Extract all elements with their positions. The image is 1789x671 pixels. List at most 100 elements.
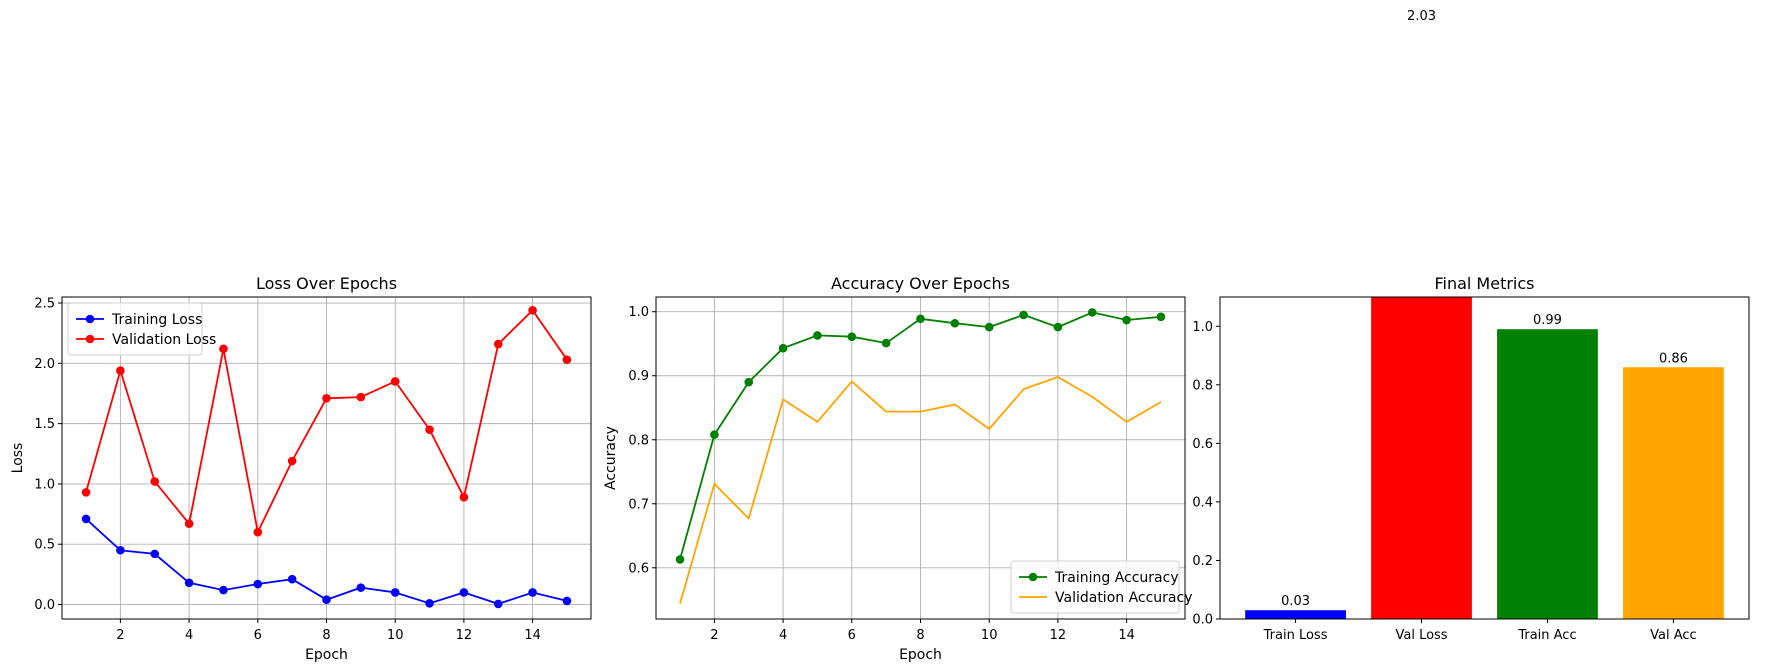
training-loss-point (425, 599, 434, 608)
val-loss-tick-label: Val Loss (1395, 628, 1447, 643)
validation-loss-point (287, 456, 297, 466)
training-loss-point (493, 599, 503, 609)
final-metrics-y-tick-label: 0.6 (1192, 437, 1213, 452)
validation-loss-point (425, 425, 434, 434)
accuracy-x-axis-label: Epoch (899, 647, 942, 663)
validation-loss-point (390, 377, 400, 386)
accuracy-y-tick-label: 0.6 (628, 561, 649, 576)
training-loss-point (150, 549, 160, 559)
accuracy-x-tick-label: 12 (1050, 628, 1067, 643)
validation-loss-point (116, 366, 125, 375)
validation-loss-point (253, 527, 263, 537)
validation-loss-point (356, 392, 366, 402)
loss-x-tick-label: 10 (387, 628, 404, 643)
validation-loss-point (459, 492, 469, 502)
accuracy-x-tick-label: 8 (916, 628, 924, 643)
val-acc-bar (1623, 367, 1724, 619)
accuracy-x-tick-label: 14 (1118, 628, 1135, 643)
accuracy-y-axis-label: Accuracy (603, 426, 619, 490)
train-acc-value-label: 0.99 (1533, 313, 1562, 328)
loss-x-tick-label: 14 (524, 628, 541, 643)
final-metrics-chart-title: Final Metrics (1434, 274, 1534, 293)
validation-loss-point (81, 488, 91, 497)
training-accuracy-point (675, 555, 685, 564)
training-accuracy-point (1053, 322, 1063, 332)
train-acc-tick-label: Train Acc (1517, 628, 1576, 643)
final-metrics-plot-frame (1219, 296, 1750, 620)
accuracy-series (675, 308, 1166, 604)
val-acc-value-label: 0.86 (1659, 351, 1688, 366)
loss-x-ticks: 2 4 6 8 10 12 14 (116, 619, 541, 643)
training-accuracy-point (778, 343, 788, 353)
loss-x-tick-label: 6 (254, 628, 262, 643)
accuracy-x-tick-label: 4 (779, 628, 787, 643)
accuracy-y-tick-label: 0.9 (628, 369, 649, 384)
val-loss-value-label: 2.03 (1407, 9, 1436, 24)
training-loss-point (81, 514, 91, 524)
training-loss-point (116, 545, 125, 555)
validation-loss-legend-label: Validation Loss (112, 332, 216, 348)
loss-x-tick-label: 2 (116, 628, 124, 643)
validation-loss-legend-marker (85, 334, 95, 344)
training-loss-point (390, 588, 400, 597)
final-metrics-bar-labels: 0.03 2.03 0.99 0.86 (1281, 9, 1688, 609)
accuracy-legend-box (1010, 560, 1180, 614)
loss-series (81, 305, 572, 609)
validation-loss-point (493, 339, 503, 349)
validation-loss-point (150, 477, 160, 486)
final-metrics-y-tick-label: 0.0 (1192, 613, 1213, 628)
training-loss-point (528, 588, 537, 597)
training-accuracy-legend-marker (1028, 572, 1038, 582)
training-accuracy-point (847, 332, 857, 341)
accuracy-chart: 2 4 6 8 10 12 14 0.6 0.7 0.8 0.9 1.0 Accuracy Over… (603, 274, 1193, 663)
training-accuracy-point (813, 331, 822, 340)
loss-y-ticks: 0.0 0.5 1.0 1.5 2.0 2.5 (34, 297, 62, 613)
loss-grid (62, 297, 591, 619)
validation-accuracy-line (679, 376, 1162, 604)
accuracy-legend: Training Accuracy Validation Accuracy (1010, 560, 1193, 614)
training-loss-point (322, 595, 331, 605)
training-accuracy-point (950, 318, 960, 328)
train-loss-bar (1245, 610, 1346, 619)
training-loss-legend-marker (85, 314, 95, 324)
loss-chart: 2 4 6 8 10 12 14 0.0 0.5 1.0 1.5 2.0 2.5 Loss Over … (10, 274, 592, 663)
training-loss-point (219, 585, 228, 595)
train-loss-tick-label: Train Loss (1263, 628, 1328, 643)
training-accuracy-point (881, 338, 891, 348)
train-acc-bar (1497, 329, 1598, 619)
val-acc-tick-label: Val Acc (1650, 628, 1697, 643)
training-loss-legend-label: Training Loss (111, 312, 202, 328)
loss-x-tick-label: 4 (185, 628, 193, 643)
accuracy-x-tick-label: 10 (981, 628, 998, 643)
final-metrics-y-tick-label: 0.8 (1192, 378, 1213, 393)
loss-legend-box (67, 302, 203, 356)
loss-y-axis-label: Loss (10, 443, 26, 474)
loss-legend: Training Loss Validation Loss (67, 302, 216, 356)
final-metrics-x-ticks: Train Loss Val Loss Train Acc Val Acc (1263, 619, 1697, 643)
final-metrics-y-ticks: 0.0 0.2 0.4 0.6 0.8 1.0 (1192, 320, 1220, 628)
training-loss-point (253, 579, 263, 589)
train-loss-value-label: 0.03 (1281, 594, 1310, 609)
training-accuracy-point (1019, 310, 1028, 320)
training-accuracy-legend-label: Training Accuracy (1054, 570, 1179, 586)
validation-loss-point (562, 355, 572, 365)
loss-y-tick-label: 2.5 (34, 297, 55, 312)
loss-x-tick-label: 8 (322, 628, 330, 643)
accuracy-y-tick-label: 0.7 (628, 497, 649, 512)
training-accuracy-point (984, 322, 994, 332)
training-loss-point (287, 574, 297, 584)
training-accuracy-point (744, 377, 754, 387)
accuracy-chart-title: Accuracy Over Epochs (831, 274, 1010, 293)
final-metrics-y-tick-label: 1.0 (1192, 320, 1213, 335)
accuracy-x-tick-label: 6 (848, 628, 856, 643)
loss-y-tick-label: 1.5 (34, 417, 55, 432)
final-metrics-y-tick-label: 0.4 (1192, 495, 1213, 510)
loss-y-tick-label: 0.5 (34, 538, 55, 553)
loss-y-tick-label: 0.0 (34, 598, 55, 613)
final-metrics-bars (1245, 297, 1724, 619)
accuracy-y-ticks: 0.6 0.7 0.8 0.9 1.0 (628, 305, 656, 576)
accuracy-x-ticks: 2 4 6 8 10 12 14 (710, 619, 1135, 643)
accuracy-x-tick-label: 2 (710, 628, 718, 643)
loss-y-tick-label: 1.0 (34, 477, 55, 492)
